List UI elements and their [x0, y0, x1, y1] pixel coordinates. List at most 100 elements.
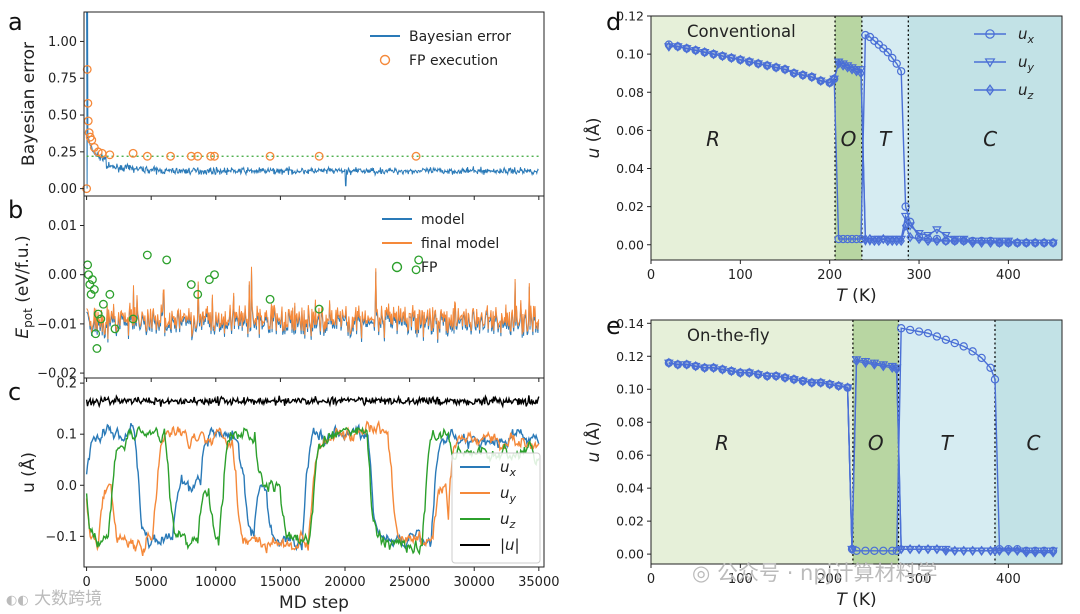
uz-marker	[1049, 237, 1057, 249]
ux-line	[85, 422, 540, 552]
ux-marker	[950, 338, 959, 348]
uy-marker	[932, 226, 942, 235]
x-tick-label: 0	[82, 575, 90, 590]
axes-frame-b	[83, 195, 545, 379]
legend-label-c-main: u	[500, 510, 510, 528]
fp-execution-point	[193, 151, 203, 161]
legend-label-c: uy	[500, 484, 517, 505]
uz-marker	[799, 69, 807, 81]
x-tick-label: 5000	[135, 575, 168, 590]
uz-marker	[709, 362, 718, 374]
uz-marker	[915, 233, 923, 245]
bayesian-error-line	[86, 11, 539, 189]
uz-marker	[1049, 547, 1057, 558]
uz-marker	[754, 58, 762, 69]
ux-marker	[901, 202, 910, 211]
y-tick-label: 0.04	[616, 481, 644, 496]
y-axis-label-c: u (Å)	[17, 452, 39, 493]
y-tick-label: 0.50	[48, 109, 77, 124]
legend-label-c: uz	[500, 510, 516, 531]
fp-execution-point	[186, 151, 196, 161]
panel-label-b: b	[8, 196, 23, 224]
phase-label-O: O	[868, 431, 884, 455]
y-tick-label: 0.2	[56, 377, 77, 392]
y-axis-label-d-unit: (Å)	[582, 117, 604, 147]
uz-marker	[968, 545, 977, 557]
ux-marker	[896, 324, 906, 333]
uz-marker	[897, 235, 905, 247]
uz-marker	[718, 364, 727, 375]
legend-label-fp-execution: FP execution	[409, 53, 498, 69]
phase-region-O	[835, 16, 862, 260]
uz-marker	[727, 365, 736, 377]
uz-marker	[915, 543, 923, 555]
uz-marker	[781, 64, 789, 75]
fp-point	[89, 285, 99, 294]
fp-point	[92, 344, 102, 353]
uz-marker	[933, 235, 941, 247]
ux-marker	[941, 335, 951, 344]
uz-marker	[848, 543, 856, 555]
uz-marker	[1013, 237, 1022, 249]
uz-marker	[781, 372, 789, 383]
y-tick-label: 0.00	[48, 268, 77, 283]
uz-marker	[852, 66, 861, 77]
axes-frame-e	[650, 319, 1063, 565]
uy-marker	[923, 231, 933, 241]
uz-marker	[861, 357, 870, 369]
uz-marker	[839, 60, 847, 71]
legend-marker-d	[985, 29, 995, 39]
fp-point	[128, 314, 138, 324]
uz-marker	[1004, 545, 1013, 557]
uz-marker	[977, 237, 986, 249]
fp-point	[265, 294, 275, 304]
fp-execution-point	[206, 151, 216, 161]
uz-marker	[665, 41, 673, 52]
fp-point	[93, 309, 103, 319]
legend-label-final-model: final model	[421, 236, 499, 252]
uz-marker	[995, 237, 1004, 249]
y-tick-label: 0.01	[48, 219, 77, 234]
ux-marker	[879, 546, 888, 556]
x-tick-label: 200	[817, 268, 842, 283]
legend-label-d: uz	[1018, 81, 1034, 102]
phase-region-R	[651, 16, 836, 260]
phase-region-R	[651, 320, 853, 564]
uz-marker	[700, 47, 709, 58]
fp-point	[411, 265, 421, 275]
uz-marker	[906, 231, 914, 243]
ux-marker	[861, 30, 870, 40]
fp-execution-point	[128, 148, 138, 158]
panel-e: R O T C 0.00 0.02 0.04 0.06 0.08 0.10 0.12 0.14 0 100…	[582, 312, 1063, 610]
x-tick-label: 100	[728, 572, 753, 587]
uz-marker	[870, 359, 879, 370]
watermark-left-text: 大数跨境	[34, 589, 103, 609]
uz-marker	[834, 380, 843, 392]
y-tick-label: 0.02	[616, 199, 644, 214]
legend-label-fp: FP	[421, 260, 438, 276]
panel-title-d: Conventional	[687, 22, 796, 41]
panel-label-c: c	[8, 378, 21, 406]
fp-execution-point	[142, 151, 152, 161]
ux-marker	[888, 53, 897, 63]
y-axis-label-a: Bayesian error	[19, 42, 39, 166]
legend-label-c-sub: z	[509, 518, 516, 531]
ux-marker	[834, 234, 843, 244]
panel-label-d: d	[606, 8, 621, 36]
y-axis-label-e-unit: (Å)	[582, 421, 604, 451]
fp-point	[110, 324, 120, 334]
uz-marker	[995, 545, 1004, 557]
uz-marker	[1022, 237, 1031, 249]
uz-marker	[1040, 237, 1048, 249]
fp-point	[87, 275, 97, 285]
uz-marker	[1022, 547, 1031, 558]
uz-marker	[942, 235, 950, 247]
uz-marker	[942, 545, 950, 557]
fp-point	[314, 304, 324, 314]
uz-marker	[772, 62, 780, 73]
uz-marker	[674, 41, 682, 52]
legend-label-sub: x	[1027, 33, 1035, 46]
x-tick-label: 15000	[260, 575, 301, 590]
uz-marker	[799, 375, 807, 387]
y-tick-label: 0.08	[616, 85, 644, 100]
